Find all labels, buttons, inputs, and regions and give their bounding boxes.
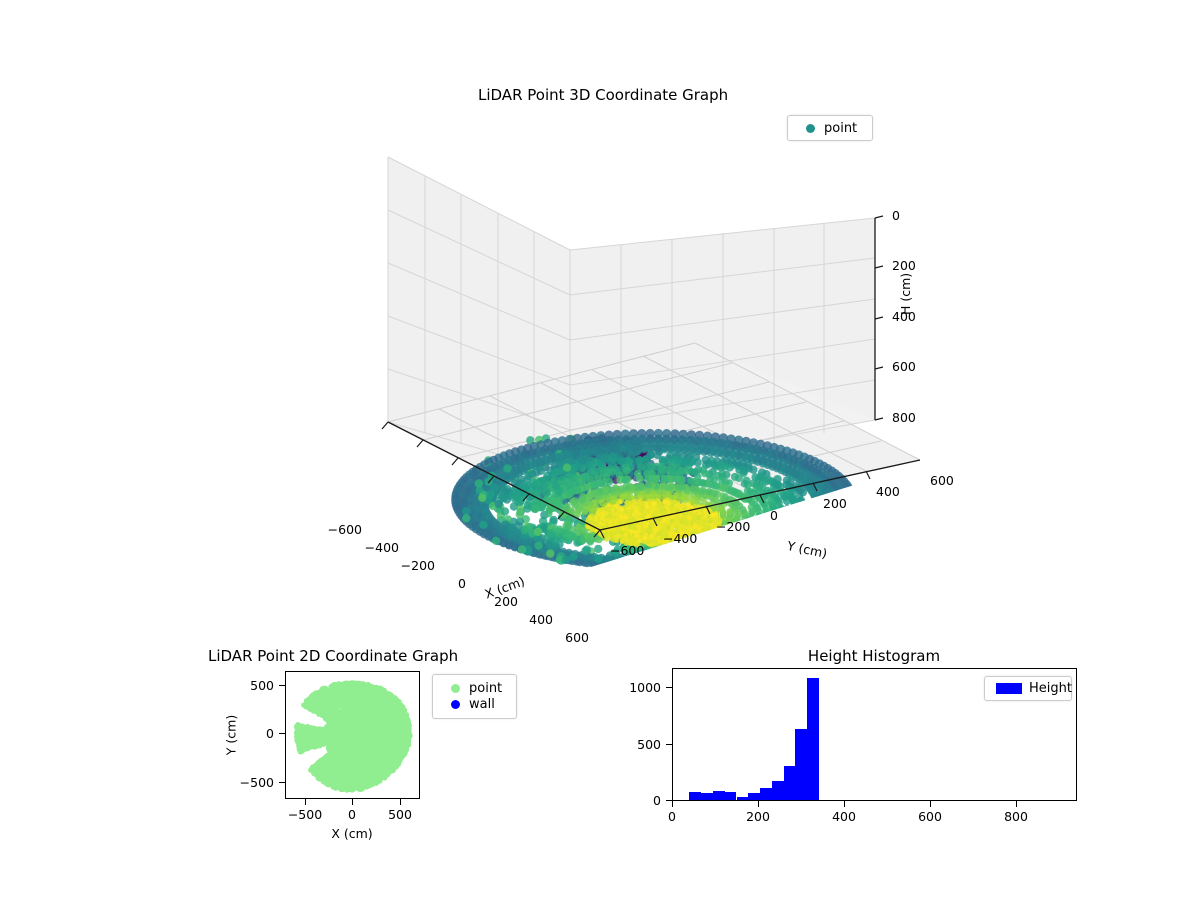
legend-entry-point: point (442, 680, 507, 697)
xhist-tickmark (672, 801, 674, 807)
h3d-axis-label: H (cm) (898, 272, 913, 315)
x3d-tick: −200 (400, 558, 435, 573)
scatter3d-axes[interactable]: −600 −400 −200 0 200 400 600 X (cm) −600… (300, 130, 954, 645)
histogram-bar (783, 765, 796, 800)
h3d-tick: 0 (892, 208, 900, 223)
legend-label: point (469, 680, 503, 696)
histogram-bar (712, 791, 725, 800)
legend-entry-wall: wall (442, 697, 507, 714)
point-marker-icon (806, 123, 815, 133)
x2d-tickmark (400, 799, 402, 805)
x2d-tickmark (305, 799, 307, 805)
scatter3d-title: LiDAR Point 3D Coordinate Graph (478, 86, 729, 104)
wall-marker-icon (451, 700, 460, 710)
legend-label: Height (1029, 681, 1072, 696)
histogram-bar (689, 792, 702, 800)
xhist-tickmark (758, 801, 760, 807)
yhist-tick: 500 (637, 737, 661, 752)
h3d-tick: 800 (892, 410, 916, 425)
x3d-tick: 400 (529, 612, 553, 627)
y2d-tick: 500 (250, 678, 274, 693)
scatter3d-canvas (381, 156, 925, 578)
x2d-axis-label: X (cm) (331, 826, 373, 841)
x3d-tick: −600 (327, 522, 362, 537)
height-bar-swatch-icon (996, 683, 1022, 694)
histogram-bar (736, 796, 749, 800)
y3d-tick: 600 (930, 473, 954, 488)
yhist-tick: 0 (653, 793, 661, 808)
y2d-tick: −500 (239, 775, 274, 790)
histogram-bar (795, 728, 808, 800)
histogram-title: Height Histogram (807, 647, 941, 665)
histogram-legend[interactable]: Height (984, 676, 1072, 701)
x2d-tick: 0 (348, 807, 356, 822)
legend-label: point (824, 120, 858, 136)
legend-label: wall (469, 697, 495, 713)
xhist-tick: 200 (746, 809, 770, 824)
h3d-tick: 400 (892, 309, 916, 324)
y3d-tick: −600 (610, 543, 645, 558)
y3d-tick: −400 (663, 531, 698, 546)
y3d-tick: 200 (823, 496, 847, 511)
xhist-tickmark (1016, 801, 1018, 807)
xhist-tick: 0 (668, 809, 676, 824)
yhist-tickmark (666, 687, 672, 689)
xhist-tick: 800 (1004, 809, 1028, 824)
scatter2d-legend[interactable]: point wall (432, 674, 517, 719)
histogram-bar (807, 677, 819, 800)
histogram-bars (673, 669, 1076, 800)
y2d-tickmark (279, 733, 285, 735)
xhist-tick: 600 (918, 809, 942, 824)
x2d-tickmark (352, 799, 354, 805)
xhist-tickmark (930, 801, 932, 807)
xhist-tickmark (844, 801, 846, 807)
histogram-bar (748, 792, 760, 800)
h3d-tick: 200 (892, 258, 916, 273)
h3d-tick: 600 (892, 359, 916, 374)
histogram-bar (760, 787, 772, 800)
legend-entry-height: Height (994, 681, 1072, 696)
scatter2d-canvas (293, 680, 413, 793)
legend-entry-point: point (797, 121, 863, 136)
y3d-tick: 0 (770, 508, 778, 523)
y2d-tickmark (279, 685, 285, 687)
y2d-tick: 0 (266, 726, 274, 741)
x3d-tick: 600 (565, 630, 589, 645)
yhist-tick: 1000 (629, 680, 661, 695)
xhist-tick: 400 (832, 809, 856, 824)
scatter2d-axes[interactable] (285, 671, 420, 799)
y2d-tickmark (279, 782, 285, 784)
scatter2d-title: LiDAR Point 2D Coordinate Graph (208, 647, 459, 665)
yhist-tickmark (666, 800, 672, 802)
x3d-tick: 0 (458, 576, 466, 591)
x3d-tick: 200 (494, 594, 518, 609)
histogram-bar (724, 792, 737, 800)
scatter3d-legend[interactable]: point (787, 115, 873, 141)
histogram-bar (771, 780, 784, 800)
y3d-tick: 400 (876, 484, 900, 499)
yhist-tickmark (666, 744, 672, 746)
x2d-tick: 500 (388, 807, 412, 822)
y2d-axis-label: Y (cm) (223, 714, 239, 756)
x3d-tick: −400 (364, 540, 399, 555)
point-marker-icon (451, 683, 460, 693)
histogram-bar (701, 793, 713, 800)
y3d-tick: −200 (716, 519, 751, 534)
x2d-tick: −500 (287, 807, 323, 822)
